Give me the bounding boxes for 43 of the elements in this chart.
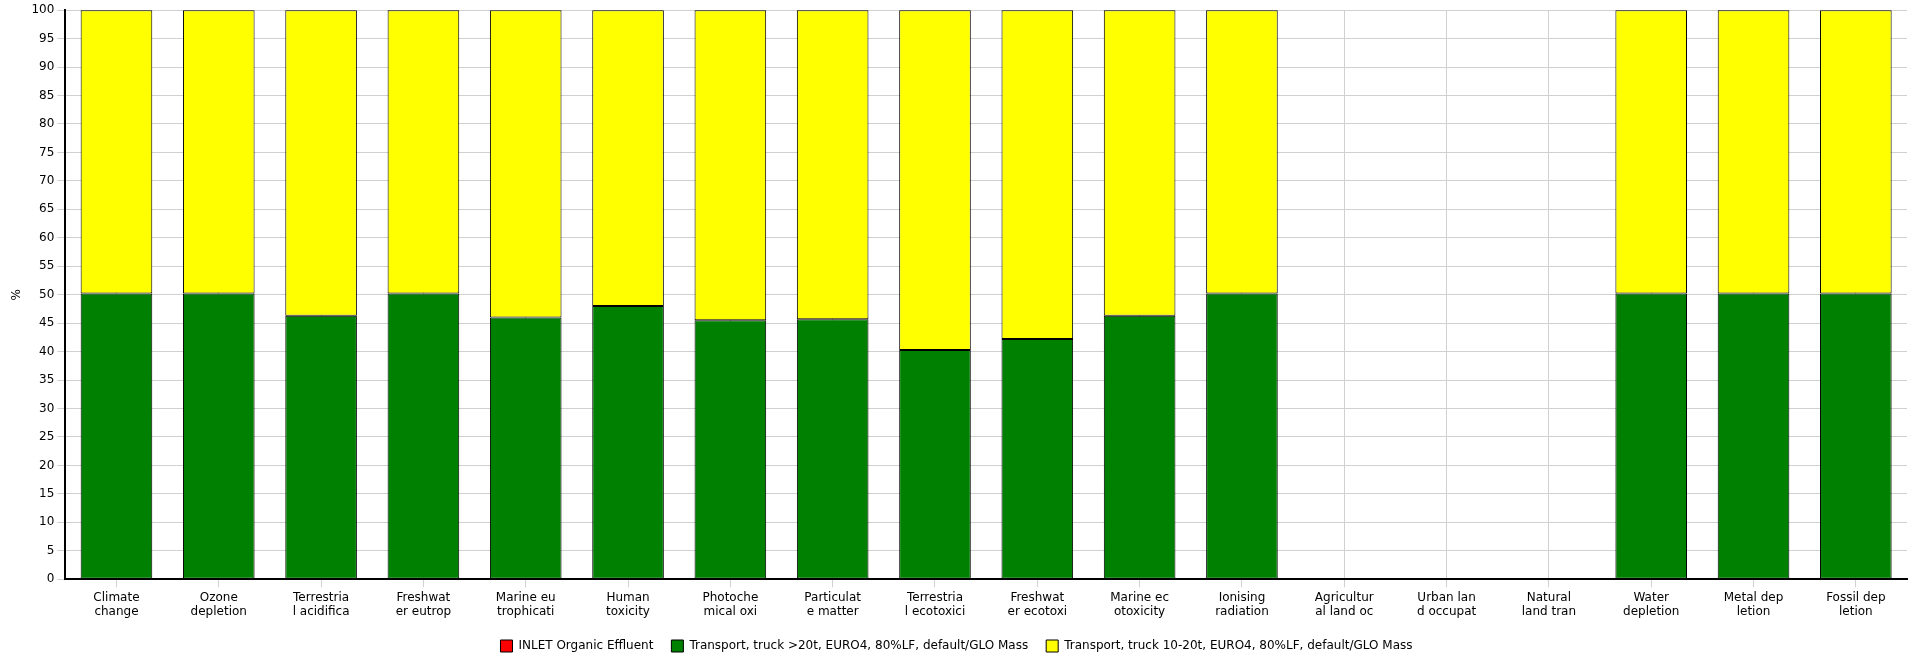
y-tick-label: 25 [39,429,55,444]
x-tick-label: Climate change [93,589,140,618]
legend-label: Transport, truck >20t, EURO4, 80%LF, default/GLO Mass [688,638,1029,653]
y-axis-title: % [9,289,24,301]
x-tick-label: Photoche mical oxi [702,589,759,618]
x-tick-label: Metal dep letion [1723,589,1784,618]
y-tick-label: 100 [31,2,55,17]
x-tick-label: Particulat e matter [804,589,862,618]
y-tick-label: 15 [39,485,55,500]
y-tick-label: 0 [46,571,55,586]
y-tick-label: 65 [39,201,55,216]
y-tick-label: 60 [39,229,55,244]
y-tick-label: 10 [39,514,55,529]
x-tick-label: Water depletion [1623,589,1680,618]
y-tick-label: 55 [39,258,55,273]
x-tick-label: Urban lan d occupat [1416,589,1477,618]
x-tick-label: Agricultur al land oc [1314,589,1374,618]
x-tick-label: Ionising radiation [1215,589,1269,618]
y-tick-label: 5 [46,542,55,557]
y-tick-label: 50 [39,286,55,301]
y-tick-label: 40 [39,343,55,358]
x-tick-label: Freshwat er ecotoxi [1007,589,1068,618]
legend-label: INLET Organic Effluent [518,638,654,653]
y-tick-label: 30 [39,400,55,415]
x-tick-label: Marine ec otoxicity [1110,589,1170,618]
y-tick-label: 75 [39,144,55,159]
y-tick-label: 45 [39,315,55,330]
x-tick-label: Fossil dep letion [1826,589,1886,618]
y-tick-label: 80 [39,116,55,131]
legend-label: Transport, truck 10-20t, EURO4, 80%LF, default/GLO Mass [1063,638,1413,653]
x-tick-label: Ozone depletion [190,589,247,618]
y-tick-label: 90 [39,59,55,74]
y-tick-label: 95 [39,30,55,45]
x-tick-label: Marine eu trophicati [495,589,556,618]
x-tick-label: Terrestria l ecotoxici [904,589,966,618]
y-tick-label: 85 [39,87,55,102]
x-tick-label: Human toxicity [606,589,650,618]
y-tick-label: 35 [39,372,55,387]
x-tick-label: Freshwat er eutrop [395,589,452,618]
x-tick-label: Natural land tran [1521,589,1577,618]
y-tick-label: 70 [39,173,55,188]
x-tick-label: Terrestria l acidifica [292,589,350,618]
y-tick-label: 20 [39,457,55,472]
